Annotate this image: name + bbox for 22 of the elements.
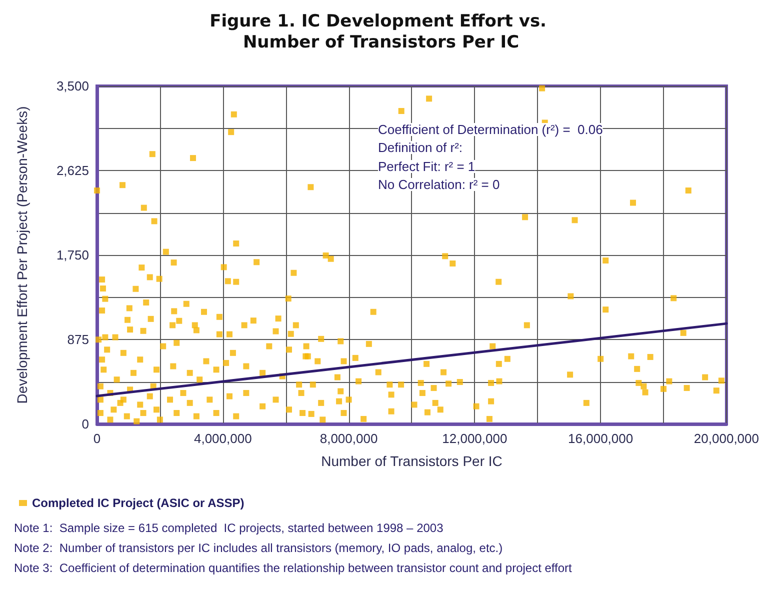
annotation: No Correlation: r² = 0	[378, 177, 500, 192]
annotation: Coefficient of Determination (r²) = 0.06	[378, 122, 603, 137]
y-tick-label: 0	[82, 416, 89, 432]
x-tick-label: 0	[93, 431, 101, 446]
y-tick-label: 1,750	[56, 248, 89, 262]
y-tick-label: 3,500	[56, 78, 89, 94]
x-axis-title: Number of Transistors Per IC	[321, 453, 502, 469]
x-tick-label: 8,000,000	[320, 431, 378, 446]
y-tick-label: 2,625	[56, 163, 89, 178]
chart-title: Figure 1. IC Development Effort vs. Number of Transistors Per IC	[210, 12, 552, 52]
annotation: Perfect Fit: r² = 1	[378, 159, 476, 174]
y-tick-label: 875	[67, 332, 89, 347]
text: Note 2: Number of transistors per IC includes all transistors (memory, IO pads, analog, etc.)	[14, 541, 503, 555]
text: Note 1: Sample size = 615 completed IC projects, started between 1998 – 2003	[14, 521, 444, 535]
legend-label: Completed IC Project (ASIC or ASSP)	[32, 496, 244, 510]
x-tick-label: 16,000,000	[568, 431, 634, 446]
x-tick-label: 4,000,000	[194, 431, 252, 446]
annotation: Definition of r²:	[378, 140, 463, 155]
text: Note 3: Coefficient of determination quantifies the relationship between transistor count and project effort	[14, 561, 573, 575]
y-axis-title: Development Effort Per Project (Person-Weeks)	[14, 106, 30, 404]
x-tick-label: 12,000,000	[442, 431, 508, 446]
x-tick-label: 20,000,000	[694, 431, 760, 446]
